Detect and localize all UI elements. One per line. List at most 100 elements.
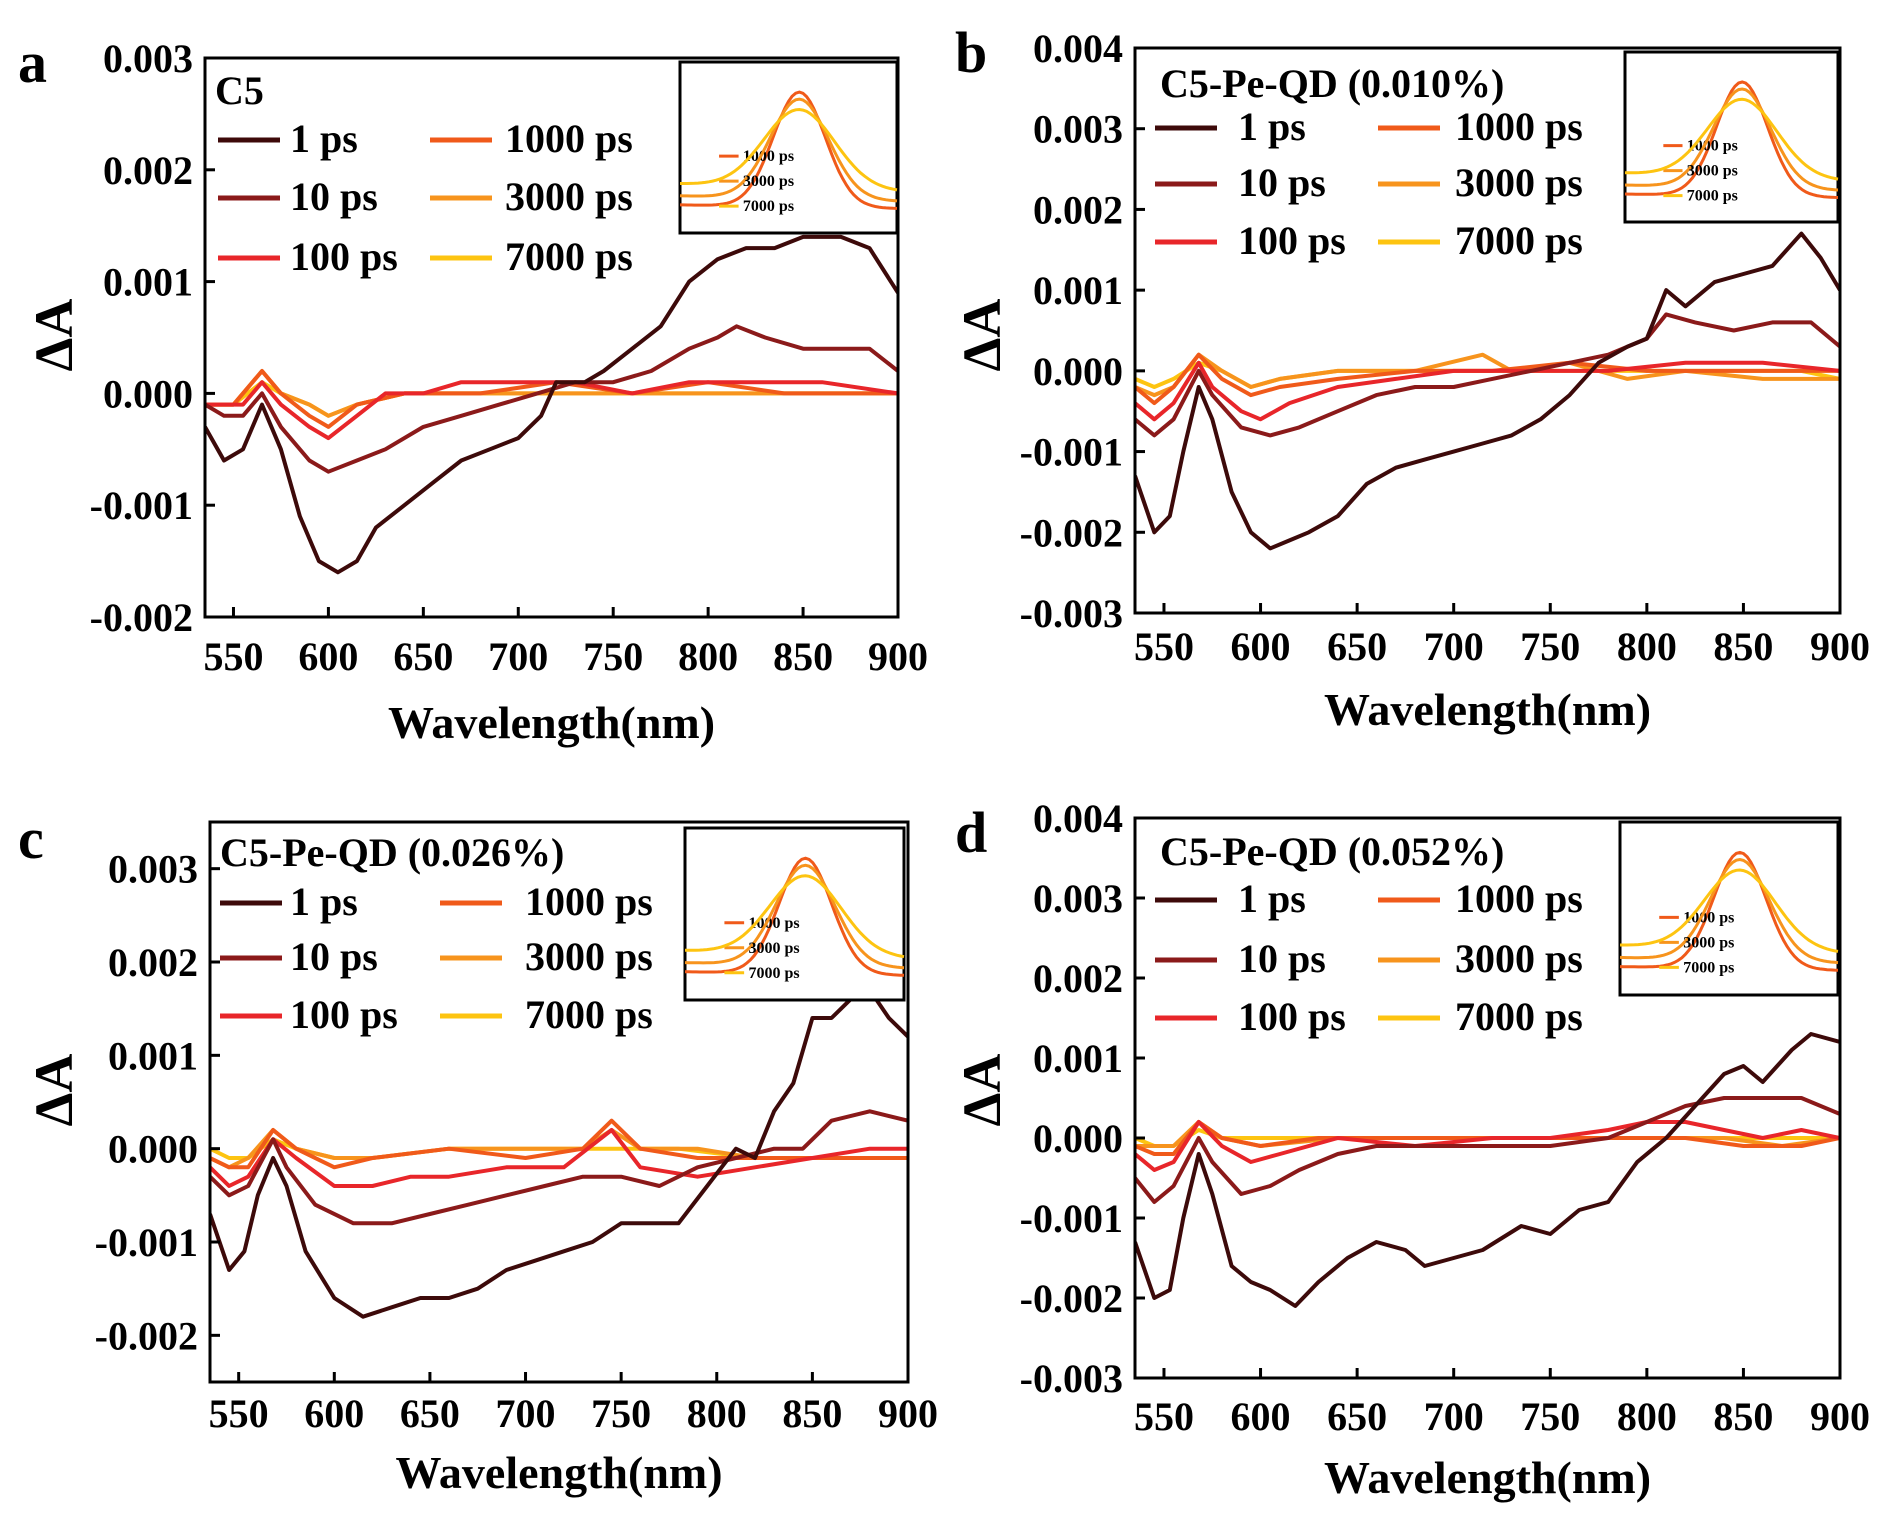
- series-line-1ps: [205, 234, 898, 575]
- inset-legend-label: 7000 ps: [749, 965, 800, 982]
- x-tick-label: 600: [298, 634, 358, 679]
- inset-line: [685, 874, 905, 959]
- x-tick-label: 550: [203, 634, 263, 679]
- inset-line: [1619, 850, 1839, 972]
- series-group: [1135, 231, 1840, 551]
- y-tick-label: -0.001: [1020, 1196, 1123, 1241]
- inset-line: [1624, 97, 1839, 181]
- y-tick-label: 0.001: [1033, 268, 1123, 313]
- y-tick-label: -0.001: [95, 1220, 198, 1265]
- inset-legend-label: 1000 ps: [749, 915, 800, 932]
- x-tick-label: 850: [1713, 624, 1773, 669]
- x-tick-label: 750: [1520, 624, 1580, 669]
- x-tick-label: 800: [687, 1391, 747, 1436]
- panel-c: c 550 600 650 700 750 800 850 900 -0.002 -0.001 0.0…: [18, 806, 938, 1498]
- x-axis-label: Wavelength(nm): [388, 697, 715, 748]
- y-tick-label: 0.004: [1033, 26, 1123, 71]
- inset-legend-label: 1000 ps: [1683, 909, 1734, 926]
- x-tick-label: 700: [1424, 1394, 1484, 1439]
- y-tick-label: 0.003: [108, 847, 198, 892]
- y-tick-label: 0.000: [1033, 1116, 1123, 1161]
- y-tick-label: 0.003: [103, 36, 193, 81]
- series-line-1ps: [210, 988, 908, 1319]
- panel-d: d 550 600 650 700 750 800 850 900 -0.003 -0.002 -0.…: [952, 796, 1870, 1503]
- x-tick-label: 600: [1231, 1394, 1291, 1439]
- y-axis-label: ΔA: [952, 1054, 1012, 1127]
- y-tick-label: 0.001: [108, 1033, 198, 1078]
- series-group: [1135, 1032, 1840, 1308]
- legend-label: 100 ps: [290, 992, 398, 1037]
- sample-label: C5-Pe-QD (0.010%): [1160, 61, 1504, 106]
- sample-label: C5-Pe-QD (0.052%): [1160, 829, 1504, 874]
- y-tick-label: 0.003: [1033, 107, 1123, 152]
- panel-letter: d: [955, 800, 987, 865]
- legend-label: 100 ps: [290, 234, 398, 279]
- x-axis-label: Wavelength(nm): [1324, 684, 1651, 735]
- inset: 1000 ps 3000 ps 7000 ps: [678, 60, 899, 235]
- x-tick-label: 900: [868, 634, 928, 679]
- y-tick-label: 0.001: [103, 260, 193, 305]
- series-line-1000ps: [1135, 352, 1840, 406]
- x-tick-label: 700: [496, 1391, 556, 1436]
- plot-frame: [208, 820, 910, 1384]
- inset-legend-label: 1000 ps: [1687, 138, 1738, 155]
- y-tick-label: -0.001: [1020, 430, 1123, 475]
- legend-label: 1000 ps: [1455, 104, 1583, 149]
- x-tick-label: 800: [678, 634, 738, 679]
- x-tick-label: 550: [1134, 1394, 1194, 1439]
- legend-label: 1 ps: [290, 116, 358, 161]
- y-axis-label: ΔA: [24, 299, 84, 372]
- y-tick-label: 0.002: [1033, 956, 1123, 1001]
- x-tick-label: 750: [583, 634, 643, 679]
- series-line-10ps: [1135, 312, 1840, 438]
- x-tick-label: 800: [1617, 1394, 1677, 1439]
- series-line-10ps: [210, 1109, 908, 1226]
- x-tick-label: 650: [400, 1391, 460, 1436]
- legend-label: 10 ps: [1238, 936, 1326, 981]
- legend-label: 3000 ps: [1455, 160, 1583, 205]
- legend-label: 1000 ps: [505, 116, 633, 161]
- y-tick-label: -0.001: [90, 483, 193, 528]
- legend-label: 1 ps: [1238, 876, 1306, 921]
- legend-label: 3000 ps: [525, 934, 653, 979]
- inset-legend-label: 3000 ps: [1683, 934, 1734, 951]
- inset-legend-label: 7000 ps: [1683, 959, 1734, 976]
- x-tick-label: 850: [782, 1391, 842, 1436]
- series-line-10ps: [205, 324, 898, 474]
- inset-line: [684, 863, 905, 970]
- series-line-1ps: [1135, 231, 1840, 551]
- inset-legend-label: 3000 ps: [743, 173, 794, 190]
- y-tick-label: 0.000: [108, 1127, 198, 1172]
- panel-letter: a: [18, 30, 47, 95]
- x-tick-label: 900: [1810, 624, 1870, 669]
- series-line-1ps: [1135, 1032, 1840, 1308]
- panel-b: b 550 600 650 700 750 800 850 900 -0.003 -0.002 -0.…: [952, 20, 1870, 735]
- y-tick-label: 0.002: [103, 148, 193, 193]
- y-tick-label: -0.002: [1020, 1276, 1123, 1321]
- x-tick-label: 550: [1134, 624, 1194, 669]
- inset-legend-label: 7000 ps: [1687, 188, 1738, 205]
- inset-line: [680, 90, 898, 210]
- series-line-10ps: [1135, 1096, 1840, 1204]
- panel-letter: c: [18, 806, 44, 871]
- inset-frame: [1623, 50, 1840, 224]
- x-axis-label: Wavelength(nm): [1324, 1452, 1651, 1503]
- legend-label: 1000 ps: [1455, 876, 1583, 921]
- y-tick-label: 0.001: [1033, 1036, 1123, 1081]
- y-tick-label: -0.003: [1020, 591, 1123, 636]
- inset-legend-label: 3000 ps: [749, 940, 800, 957]
- x-tick-label: 650: [1327, 1394, 1387, 1439]
- x-tick-label: 700: [488, 634, 548, 679]
- sample-label: C5: [215, 68, 264, 113]
- inset-legend-label: 7000 ps: [743, 198, 794, 215]
- legend-label: 100 ps: [1238, 218, 1346, 263]
- legend-label: 100 ps: [1238, 994, 1346, 1039]
- inset-line: [679, 97, 898, 203]
- legend-label: 10 ps: [1238, 160, 1326, 205]
- x-axis-label: Wavelength(nm): [395, 1447, 722, 1498]
- legend-label: 10 ps: [290, 934, 378, 979]
- legend-label: 10 ps: [290, 174, 378, 219]
- inset-legend-label: 1000 ps: [743, 148, 794, 165]
- series-line-1000ps: [205, 369, 898, 429]
- panel-letter: b: [955, 20, 987, 85]
